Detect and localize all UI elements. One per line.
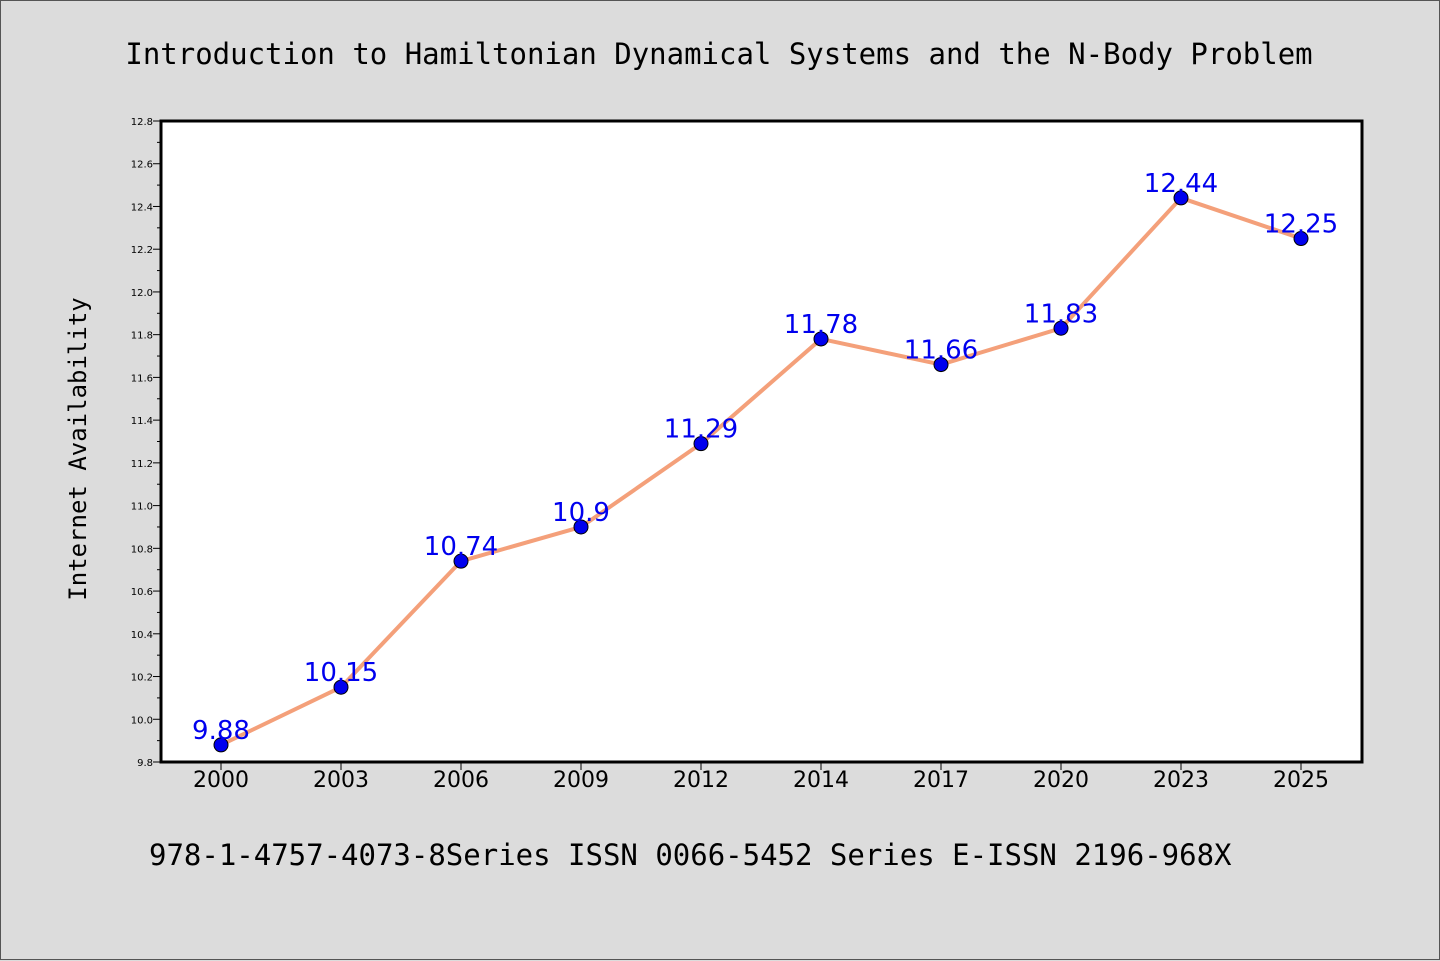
data-label: 12.25 [1264, 210, 1338, 240]
x-tick-label: 2003 [313, 768, 369, 793]
y-axis-label: Internet Availability [64, 297, 92, 600]
y-tick-label: 10.0 [131, 715, 153, 726]
y-tick-label: 11.8 [131, 331, 153, 342]
y-tick-label: 9.8 [137, 758, 153, 769]
y-tick-label: 12.2 [131, 245, 153, 256]
data-labels-layer: 9.88 10.15 10.74 10.9 11.29 11.78 11.66 11.83 12… [192, 169, 1338, 746]
x-axis: 2000 2003 2006 2009 2012 2014 2017 2020 2023 2025 [193, 762, 1329, 793]
x-tick-label: 2009 [553, 768, 609, 793]
data-label: 10.9 [552, 498, 610, 528]
data-point [933, 357, 949, 373]
data-point [213, 737, 229, 753]
data-point [1173, 190, 1189, 206]
footer-isbn-issn: 978-1-4757-4073-8Series ISSN 0066-5452 S… [149, 838, 1232, 872]
chart-title: Introduction to Hamiltonian Dynamical Sy… [125, 37, 1312, 71]
y-tick-label: 11.0 [131, 502, 153, 513]
y-tick-label: 11.2 [131, 459, 153, 470]
y-tick-label: 10.6 [131, 587, 153, 598]
data-label: 11.78 [784, 310, 858, 340]
y-tick-label: 11.4 [131, 416, 153, 427]
x-tick-label: 2006 [433, 768, 489, 793]
y-tick-label: 12.8 [131, 117, 153, 128]
x-tick-label: 2012 [673, 768, 729, 793]
data-point [573, 519, 589, 535]
y-tick-label: 12.0 [131, 288, 153, 299]
x-tick-label: 2025 [1273, 768, 1329, 793]
data-point [693, 436, 709, 452]
data-point [1293, 231, 1309, 247]
data-label: 10.74 [424, 532, 498, 562]
series-line [220, 195, 1302, 747]
y-tick-label: 11.6 [131, 373, 153, 384]
data-point [333, 679, 349, 695]
data-label: 11.29 [664, 415, 738, 445]
data-point [453, 553, 469, 569]
data-point [813, 331, 829, 347]
y-tick-label: 12.4 [131, 202, 153, 213]
data-point [1053, 320, 1069, 336]
x-tick-label: 2017 [913, 768, 969, 793]
plot-area [159, 119, 1364, 764]
data-label: 12.44 [1144, 169, 1218, 199]
x-tick-label: 2023 [1153, 768, 1209, 793]
y-tick-label: 10.4 [131, 630, 153, 641]
y-tick-label: 12.6 [131, 160, 153, 171]
data-label: 9.88 [192, 716, 250, 746]
x-tick-label: 2014 [793, 768, 849, 793]
y-tick-label: 10.8 [131, 544, 153, 555]
x-tick-label: 2000 [193, 768, 249, 793]
data-points-layer [213, 190, 1309, 753]
series-line-layer [220, 195, 1302, 747]
data-label: 11.66 [904, 336, 978, 366]
y-axis: 9.8 10.0 10.2 10.4 10.6 10.8 11.0 11.2 11.4 11.6 1… [131, 117, 161, 769]
y-tick-label: 10.2 [131, 673, 153, 684]
x-tick-label: 2020 [1033, 768, 1089, 793]
data-label: 10.15 [304, 658, 378, 688]
data-label: 11.83 [1024, 299, 1098, 329]
